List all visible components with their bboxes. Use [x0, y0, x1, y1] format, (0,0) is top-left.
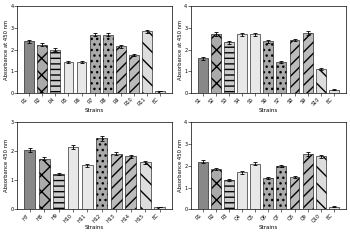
Bar	[77, 62, 86, 93]
Bar	[316, 156, 326, 209]
Bar	[211, 169, 221, 209]
Bar	[224, 42, 234, 93]
Bar	[37, 45, 47, 93]
Bar	[111, 154, 122, 209]
Bar	[250, 164, 260, 209]
Bar	[53, 174, 64, 209]
Bar	[68, 147, 78, 209]
Y-axis label: Absorbance at 450 nm: Absorbance at 450 nm	[178, 20, 183, 80]
Bar	[329, 90, 339, 93]
X-axis label: Strains: Strains	[259, 108, 278, 113]
Bar	[38, 159, 49, 209]
Bar	[316, 69, 326, 93]
Bar	[82, 165, 93, 209]
Y-axis label: Absorbance 450 nm: Absorbance 450 nm	[178, 139, 183, 193]
Bar	[303, 33, 313, 93]
Bar	[224, 180, 234, 209]
Y-axis label: Absorbance at 450 nm: Absorbance at 450 nm	[4, 20, 9, 80]
Bar	[116, 46, 126, 93]
Bar	[264, 178, 273, 209]
Bar	[237, 172, 247, 209]
X-axis label: Strains: Strains	[85, 108, 104, 113]
Bar	[24, 150, 35, 209]
Y-axis label: Absorbance 450 nm: Absorbance 450 nm	[4, 139, 9, 193]
Bar	[97, 138, 107, 209]
Bar	[155, 91, 165, 93]
Bar	[264, 41, 273, 93]
Bar	[329, 207, 339, 209]
Bar	[289, 177, 300, 209]
Bar	[24, 41, 34, 93]
Bar	[211, 34, 221, 93]
Bar	[289, 40, 300, 93]
Bar	[90, 35, 100, 93]
X-axis label: Strains: Strains	[85, 225, 104, 230]
Bar	[237, 34, 247, 93]
Bar	[140, 162, 151, 209]
Bar	[276, 62, 286, 93]
Bar	[303, 154, 313, 209]
Bar	[142, 31, 152, 93]
Bar	[250, 34, 260, 93]
Bar	[198, 161, 208, 209]
Bar	[154, 207, 165, 209]
Bar	[276, 166, 286, 209]
Bar	[50, 50, 60, 93]
Bar	[129, 55, 139, 93]
X-axis label: Strains: Strains	[259, 225, 278, 230]
Bar	[125, 156, 136, 209]
Bar	[198, 58, 208, 93]
Bar	[64, 62, 74, 93]
Bar	[103, 35, 113, 93]
